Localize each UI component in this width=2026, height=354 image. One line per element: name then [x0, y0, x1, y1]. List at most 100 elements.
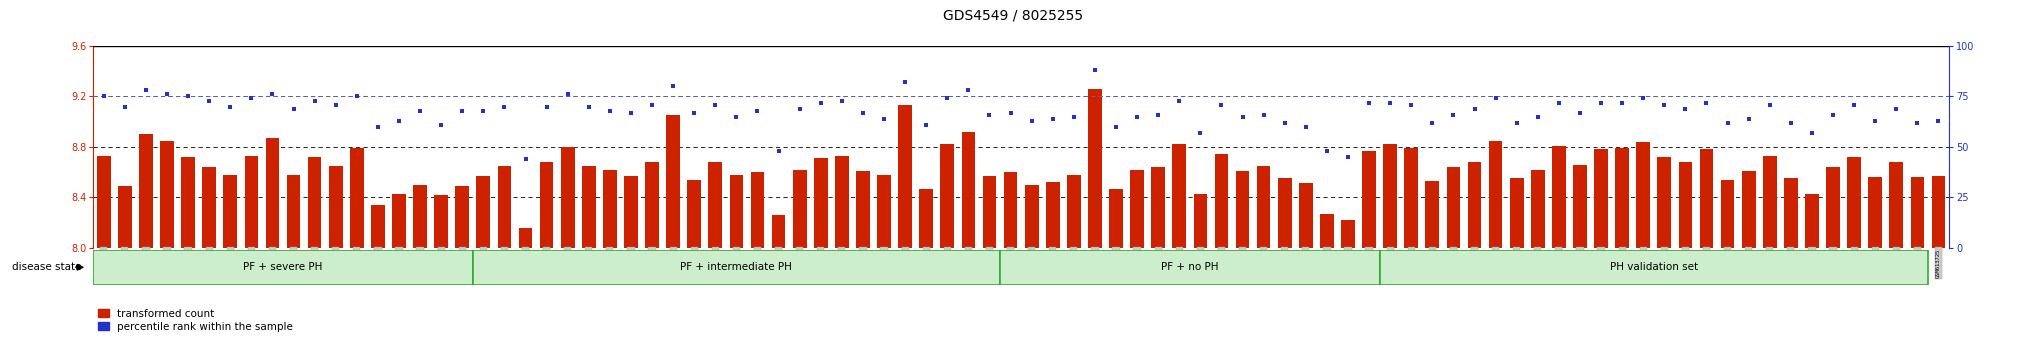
Point — [636, 102, 669, 107]
Bar — [1380, 250, 1929, 285]
Bar — [857, 171, 869, 248]
Point — [150, 92, 182, 97]
Point — [952, 87, 985, 93]
Point — [1900, 120, 1933, 126]
Point — [1690, 100, 1722, 105]
Bar — [1552, 145, 1566, 248]
Bar — [476, 176, 490, 248]
Point — [1584, 100, 1617, 105]
Bar — [1532, 170, 1544, 248]
Bar — [1068, 175, 1080, 248]
Bar — [1045, 182, 1060, 248]
Bar — [140, 134, 152, 248]
Legend: transformed count, percentile rank within the sample: transformed count, percentile rank withi… — [99, 309, 294, 332]
Point — [784, 106, 816, 112]
Point — [719, 114, 752, 119]
Point — [551, 92, 583, 97]
Point — [1880, 106, 1913, 112]
Point — [215, 104, 247, 109]
Point — [1732, 116, 1765, 121]
Bar — [709, 162, 721, 248]
Point — [847, 110, 879, 115]
Bar — [1931, 176, 1945, 248]
Point — [468, 108, 500, 113]
Point — [192, 98, 225, 103]
Bar — [1173, 144, 1185, 248]
Point — [1205, 102, 1238, 107]
Point — [130, 87, 162, 93]
Bar — [1509, 178, 1524, 248]
Bar — [97, 156, 111, 248]
Bar — [1001, 250, 1380, 285]
Point — [1268, 120, 1301, 126]
Point — [594, 108, 626, 113]
Point — [1226, 114, 1258, 119]
Bar — [1025, 185, 1039, 248]
Bar — [1615, 148, 1629, 248]
Point — [1501, 120, 1534, 126]
Bar — [203, 167, 217, 248]
Bar — [1785, 178, 1797, 248]
Point — [1331, 154, 1363, 160]
Text: GDS4549 / 8025255: GDS4549 / 8025255 — [942, 9, 1084, 23]
Bar — [393, 194, 405, 248]
Point — [762, 148, 794, 154]
Point — [1058, 114, 1090, 119]
Point — [699, 102, 731, 107]
Bar — [792, 170, 806, 248]
Point — [255, 92, 288, 97]
Bar — [1720, 180, 1734, 248]
Bar — [1467, 162, 1481, 248]
Point — [1522, 114, 1554, 119]
Point — [1795, 130, 1827, 136]
Point — [995, 110, 1027, 115]
Point — [804, 100, 837, 105]
Bar — [498, 166, 511, 248]
Bar — [729, 175, 744, 248]
Bar — [898, 105, 912, 248]
Bar — [772, 215, 786, 248]
Point — [1163, 98, 1195, 103]
Point — [340, 93, 373, 99]
Point — [1459, 106, 1491, 112]
Bar — [1321, 214, 1333, 248]
Bar — [1911, 177, 1925, 248]
Bar — [644, 162, 658, 248]
Point — [972, 112, 1005, 118]
Bar — [687, 180, 701, 248]
Bar — [371, 205, 385, 248]
Bar — [1890, 162, 1902, 248]
Bar — [1763, 156, 1777, 248]
Bar — [1572, 165, 1586, 248]
Text: disease state: disease state — [12, 262, 81, 272]
Bar — [472, 250, 1001, 285]
Bar — [1193, 194, 1207, 248]
Point — [1183, 130, 1216, 136]
Bar — [1447, 167, 1461, 248]
Bar — [1341, 220, 1355, 248]
Bar — [1868, 177, 1882, 248]
Point — [298, 98, 330, 103]
Bar — [245, 156, 257, 248]
Point — [425, 122, 458, 127]
Point — [910, 122, 942, 127]
Point — [1396, 102, 1428, 107]
Point — [363, 124, 395, 130]
Bar — [118, 186, 132, 248]
Bar — [1680, 162, 1692, 248]
Point — [1627, 96, 1659, 101]
Point — [235, 96, 267, 101]
Point — [1353, 100, 1386, 105]
Point — [679, 110, 711, 115]
Bar — [1108, 189, 1122, 248]
Bar — [814, 158, 827, 248]
Bar — [1299, 183, 1313, 248]
Bar — [962, 132, 975, 248]
Point — [1817, 112, 1850, 118]
Point — [172, 93, 205, 99]
Bar — [1088, 89, 1102, 248]
Bar — [160, 141, 174, 248]
Point — [1479, 96, 1511, 101]
Bar — [93, 250, 472, 285]
Point — [109, 104, 142, 109]
